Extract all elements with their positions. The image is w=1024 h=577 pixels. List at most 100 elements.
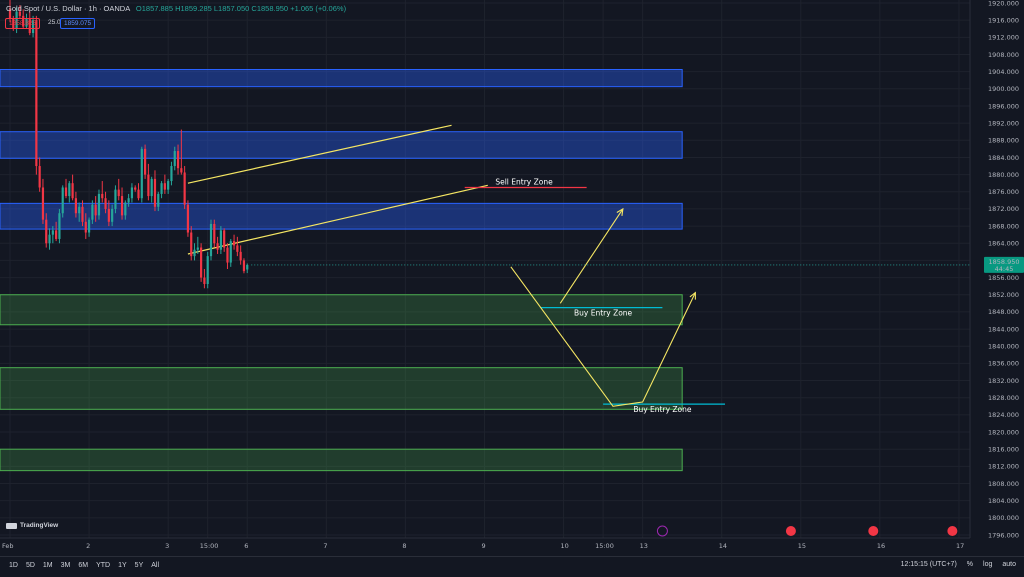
- candle-body[interactable]: [18, 11, 21, 16]
- candle-body[interactable]: [239, 251, 242, 261]
- candle-body[interactable]: [45, 219, 48, 244]
- candle-body[interactable]: [167, 181, 170, 190]
- candle-body[interactable]: [8, 9, 12, 19]
- candle-body[interactable]: [206, 256, 209, 285]
- candle-body[interactable]: [35, 20, 38, 167]
- candle-body[interactable]: [55, 230, 58, 239]
- candle-body[interactable]: [190, 232, 193, 257]
- demand-zone[interactable]: [0, 448, 683, 472]
- candle-body[interactable]: [68, 183, 71, 197]
- candle-body[interactable]: [25, 18, 28, 27]
- candle-body[interactable]: [203, 277, 206, 285]
- candle-body[interactable]: [58, 213, 61, 239]
- candle-body[interactable]: [48, 234, 51, 244]
- timeframe-6m[interactable]: 6M: [78, 562, 89, 569]
- candle-body[interactable]: [236, 245, 239, 252]
- candle-body[interactable]: [15, 11, 18, 29]
- candle-body[interactable]: [147, 174, 150, 197]
- timeframe-ytd[interactable]: YTD: [96, 562, 111, 569]
- candle-body[interactable]: [31, 20, 35, 34]
- candle-body[interactable]: [111, 208, 114, 222]
- candle-body[interactable]: [41, 187, 45, 220]
- candle-body[interactable]: [160, 183, 163, 194]
- channel-trendline[interactable]: [187, 124, 452, 184]
- candle-body[interactable]: [87, 219, 91, 233]
- candle-body[interactable]: [226, 247, 229, 263]
- supply-zone[interactable]: [0, 69, 683, 88]
- candle-body[interactable]: [97, 193, 101, 216]
- timeframe-3m[interactable]: 3M: [60, 562, 71, 569]
- timeframe-5y[interactable]: 5Y: [134, 562, 144, 569]
- timeframe-all[interactable]: All: [151, 562, 160, 569]
- candle-body[interactable]: [117, 189, 120, 197]
- symbol-title[interactable]: Gold Spot / U.S. Dollar · 1h · OANDA: [6, 4, 130, 13]
- candle-body[interactable]: [219, 230, 222, 250]
- candle-body[interactable]: [71, 183, 74, 199]
- economic-event-icon[interactable]: [868, 526, 879, 536]
- candle-body[interactable]: [51, 230, 54, 235]
- candle-body[interactable]: [127, 198, 130, 203]
- bid-price-box[interactable]: 1858.825: [5, 18, 41, 29]
- ask-price-box[interactable]: 1859.075: [60, 18, 96, 29]
- candle-body[interactable]: [186, 204, 190, 233]
- demand-zone[interactable]: [0, 367, 683, 410]
- channel-trendline[interactable]: [187, 184, 488, 255]
- candle-body[interactable]: [134, 187, 137, 190]
- dividend-event-icon[interactable]: [656, 525, 668, 537]
- timeframe-1m[interactable]: 1M: [42, 562, 53, 569]
- candle-body[interactable]: [84, 221, 87, 233]
- economic-event-icon[interactable]: [947, 526, 958, 536]
- candle-body[interactable]: [216, 243, 219, 250]
- candle-body[interactable]: [140, 148, 143, 199]
- current-price-tag[interactable]: [984, 256, 1024, 273]
- candle-body[interactable]: [114, 189, 117, 209]
- timeframe-1d[interactable]: 1D: [9, 562, 18, 569]
- candle-body[interactable]: [246, 264, 249, 270]
- demand-zone[interactable]: [0, 294, 683, 326]
- candle-body[interactable]: [176, 151, 180, 169]
- auto-toggle[interactable]: auto: [1002, 561, 1016, 568]
- candle-body[interactable]: [12, 18, 15, 29]
- candle-body[interactable]: [61, 187, 64, 214]
- candle-body[interactable]: [130, 187, 134, 199]
- supply-zone[interactable]: [0, 202, 683, 230]
- candle-body[interactable]: [232, 241, 236, 246]
- clock-timezone[interactable]: 12:15:15 (UTC+7): [900, 561, 957, 568]
- candle-body[interactable]: [38, 166, 41, 188]
- candle-body[interactable]: [143, 148, 147, 175]
- percent-toggle[interactable]: %: [966, 561, 974, 568]
- candle-body[interactable]: [78, 206, 81, 214]
- candle-body[interactable]: [101, 193, 104, 199]
- candle-body[interactable]: [120, 196, 124, 216]
- economic-event-icon[interactable]: [785, 526, 796, 536]
- candle-body[interactable]: [183, 172, 186, 205]
- candle-body[interactable]: [150, 178, 153, 197]
- candle-body[interactable]: [209, 223, 213, 257]
- candle-body[interactable]: [193, 249, 196, 257]
- candle-body[interactable]: [157, 193, 160, 207]
- candle-body[interactable]: [242, 260, 246, 272]
- timeframe-1y[interactable]: 1Y: [118, 562, 127, 569]
- candle-body[interactable]: [28, 18, 31, 34]
- candle-body[interactable]: [153, 178, 157, 207]
- timeframe-5d[interactable]: 5D: [25, 562, 35, 569]
- candle-body[interactable]: [22, 15, 25, 27]
- candle-body[interactable]: [223, 230, 226, 248]
- candle-body[interactable]: [64, 187, 68, 197]
- candle-body[interactable]: [91, 204, 94, 220]
- tradingview-logo[interactable]: TradingView: [6, 522, 58, 529]
- projection-path[interactable]: [510, 266, 696, 407]
- candle-body[interactable]: [94, 204, 97, 216]
- candle-body[interactable]: [107, 208, 110, 222]
- supply-zone[interactable]: [0, 131, 683, 159]
- candle-body[interactable]: [229, 241, 232, 263]
- candle-body[interactable]: [104, 198, 107, 209]
- candle-body[interactable]: [213, 223, 216, 244]
- candle-body[interactable]: [124, 202, 127, 216]
- candle-body[interactable]: [173, 151, 176, 167]
- candle-body[interactable]: [180, 168, 183, 173]
- candle-body[interactable]: [170, 166, 173, 182]
- projection-path-alt[interactable]: [559, 208, 624, 304]
- candle-body[interactable]: [74, 198, 77, 214]
